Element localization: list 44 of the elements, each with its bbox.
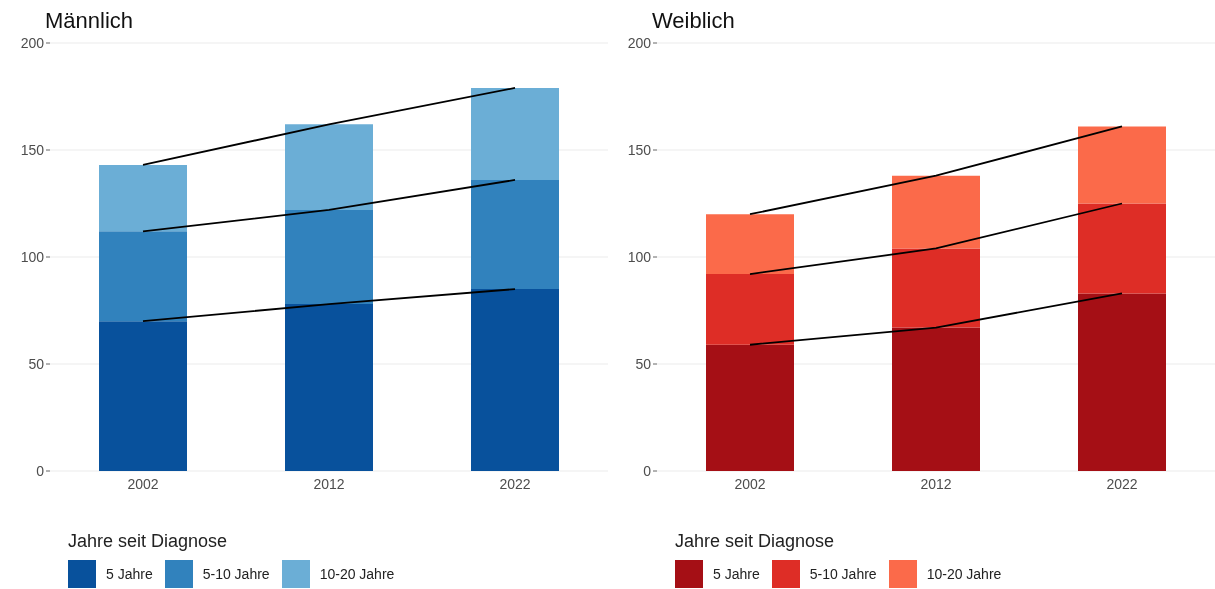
y-tick-label: 100 xyxy=(627,248,652,265)
y-tick-label: 0 xyxy=(643,462,652,479)
bar xyxy=(471,179,559,290)
chart-title: Weiblich xyxy=(652,8,735,34)
bar xyxy=(1078,126,1166,204)
x-tick-label: 2002 xyxy=(734,475,766,492)
bar xyxy=(706,274,794,345)
bar xyxy=(892,175,980,249)
bar xyxy=(892,248,980,328)
bar xyxy=(285,209,373,305)
bar xyxy=(285,304,373,471)
bar xyxy=(471,289,559,471)
y-tick-label: 200 xyxy=(20,34,45,51)
bar xyxy=(99,231,187,322)
y-tick-label: 150 xyxy=(627,141,652,158)
bar xyxy=(1078,293,1166,471)
y-tick-label: 200 xyxy=(627,34,652,51)
bar xyxy=(285,124,373,210)
y-tick-label: 50 xyxy=(28,355,45,372)
bar xyxy=(706,344,794,471)
legend-title: Jahre seit Diagnose xyxy=(675,531,836,552)
legend-label: 5 Jahre xyxy=(106,566,153,582)
y-tick-label: 50 xyxy=(635,355,652,372)
bar xyxy=(892,327,980,471)
legend-label: 10-20 Jahre xyxy=(926,566,1002,582)
legend-label: 10-20 Jahre xyxy=(319,566,395,582)
legend-label: 5 Jahre xyxy=(713,566,760,582)
legend-label: 5-10 Jahre xyxy=(809,566,877,582)
bar xyxy=(706,214,794,275)
legend-label: 5-10 Jahre xyxy=(202,566,270,582)
y-tick-label: 100 xyxy=(20,248,45,265)
y-tick-label: 0 xyxy=(36,462,45,479)
y-tick-label: 150 xyxy=(20,141,45,158)
bar xyxy=(99,321,187,471)
x-tick-label: 2012 xyxy=(920,475,952,492)
bar xyxy=(99,164,187,232)
bar xyxy=(471,87,559,180)
x-tick-label: 2012 xyxy=(313,475,345,492)
x-tick-label: 2022 xyxy=(499,475,531,492)
bar xyxy=(1078,203,1166,294)
x-tick-label: 2002 xyxy=(127,475,159,492)
chart-title: Männlich xyxy=(45,8,134,34)
legend-title: Jahre seit Diagnose xyxy=(68,531,229,552)
x-tick-label: 2022 xyxy=(1106,475,1138,492)
